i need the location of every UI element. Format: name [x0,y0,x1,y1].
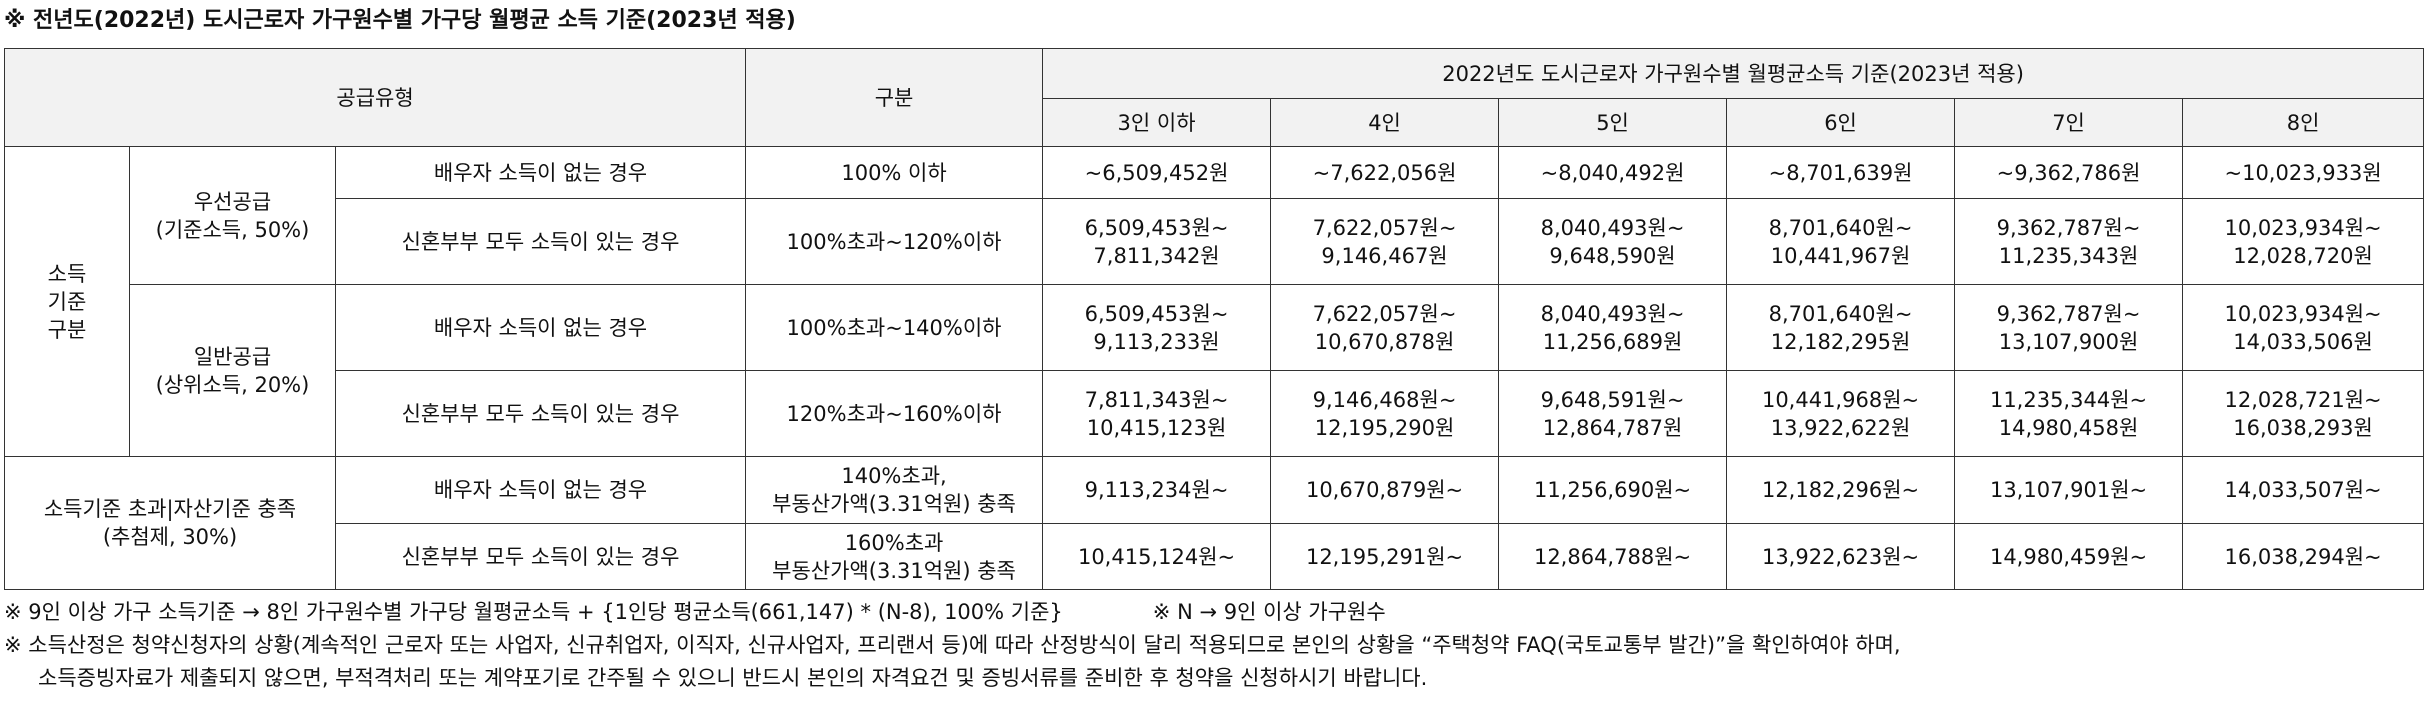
row-income-range: 140%초과, 부동산가액(3.31억원) 충족 [745,456,1044,524]
income-value-cell: 6,509,453원~ 7,811,342원 [1042,198,1272,285]
footnote-income-proof: 소득증빙자료가 제출되지 않으면, 부적격처리 또는 계약포기로 간주될 수 있… [38,666,1428,690]
income-value-cell: ~7,622,056원 [1270,146,1500,199]
income-value-cell: 7,622,057원~ 10,670,878원 [1270,284,1500,371]
table-row: 소득 기준 구분 우선공급 (기준소득, 50%) 배우자 소득이 없는 경우 100% 이… [4,146,2425,457]
income-value-cell: 10,670,879원~ [1270,456,1500,524]
header-size-3: 3인 이하 [1042,98,1272,147]
header-size-6: 6인 [1726,98,1956,147]
income-value-cell: 14,033,507원~ [2182,456,2425,524]
income-value-cell: 10,023,934원~ 14,033,506원 [2182,284,2425,371]
footnote-line-1: ※ 9인 이상 가구 소득기준 → 8인 가구원수별 가구당 월평균소득 + {… [4,596,2424,629]
income-value-cell: 8,040,493원~ 9,648,590원 [1498,198,1728,285]
income-value-cell: 13,922,623원~ [1726,523,1956,590]
header-size-4: 4인 [1270,98,1500,147]
income-value-cell: 9,362,787원~ 13,107,900원 [1954,284,2184,371]
row-condition: 배우자 소득이 없는 경우 [334,146,747,199]
footnotes: ※ 9인 이상 가구 소득기준 → 8인 가구원수별 가구당 월평균소득 + {… [4,596,2424,695]
income-value-cell: 13,107,901원~ [1954,456,2184,524]
table-row: 일반공급 (상위소득, 20%) 배우자 소득이 없는 경우 100%초과~140%이… [5,284,2425,457]
income-value-cell: 12,028,721원~ 16,038,293원 [2182,370,2425,457]
group-priority-supply: 우선공급 (기준소득, 50%) [129,146,336,285]
income-value-cell: 16,038,294원~ [2182,523,2425,590]
row-condition: 신혼부부 모두 소득이 있는 경우 [334,523,747,590]
income-value-cell: 9,362,787원~ 11,235,343원 [1954,198,2184,285]
income-value-cell: 9,146,468원~ 12,195,290원 [1270,370,1500,457]
group-lottery: 소득기준 초과|자산기준 충족 (추첨제, 30%) [4,456,336,590]
footnote-n-definition: ※ N → 9인 이상 가구원수 [1152,600,1386,624]
income-value-cell: 14,980,459원~ [1954,523,2184,590]
income-value-cell: 9,648,591원~ 12,864,787원 [1498,370,1728,457]
income-value-cell: 7,811,343원~ 10,415,123원 [1042,370,1272,457]
income-value-cell: 10,023,934원~ 12,028,720원 [2182,198,2425,285]
income-value-cell: 8,040,493원~ 11,256,689원 [1498,284,1728,371]
income-standard-table: 공급유형 구분 2022년도 도시근로자 가구원수별 월평균소득 기준(2023… [3,48,2425,590]
header-size-8: 8인 [2182,98,2425,147]
income-value-cell: ~8,701,639원 [1726,146,1956,199]
footnote-large-household: ※ 9인 이상 가구 소득기준 → 8인 가구원수별 가구당 월평균소득 + {… [4,600,1063,624]
row-condition: 신혼부부 모두 소득이 있는 경우 [334,198,747,285]
income-value-cell: ~8,040,492원 [1498,146,1728,199]
income-value-cell: 8,701,640원~ 10,441,967원 [1726,198,1956,285]
header-category: 구분 [745,48,1044,147]
income-value-cell: 12,864,788원~ [1498,523,1728,590]
table-row: 신혼부부 모두 소득이 있는 경우 160%초과 부동산가액(3.31억원) 충족 1… [5,523,2425,590]
income-value-cell: 6,509,453원~ 9,113,233원 [1042,284,1272,371]
income-value-cell: ~10,023,933원 [2182,146,2425,199]
table-row: 신혼부부 모두 소득이 있는 경우 100%초과~120%이하 6,509,453원… [5,198,2425,285]
income-value-cell: ~6,509,452원 [1042,146,1272,199]
group-general-supply: 일반공급 (상위소득, 20%) [129,284,336,457]
row-condition: 신혼부부 모두 소득이 있는 경우 [334,370,747,457]
table-row: 소득기준 초과|자산기준 충족 (추첨제, 30%) 배우자 소득이 없는 경우 14… [4,456,2425,590]
footnote-income-calc: ※ 소득산정은 청약신청자의 상황(계속적인 근로자 또는 사업자, 신규취업자… [4,633,1901,657]
income-value-cell: 12,182,296원~ [1726,456,1956,524]
row-income-range: 120%초과~160%이하 [745,370,1044,457]
income-value-cell: ~9,362,786원 [1954,146,2184,199]
row-income-range: 100%초과~120%이하 [745,198,1044,285]
table-row: 신혼부부 모두 소득이 있는 경우 120%초과~160%이하 7,811,343원… [5,370,2425,457]
income-value-cell: 10,441,968원~ 13,922,622원 [1726,370,1956,457]
header-size-5: 5인 [1498,98,1728,147]
income-value-cell: 9,113,234원~ [1042,456,1272,524]
row-income-range: 100%초과~140%이하 [745,284,1044,371]
income-value-cell: 10,415,124원~ [1042,523,1272,590]
income-value-cell: 12,195,291원~ [1270,523,1500,590]
income-value-cell: 11,256,690원~ [1498,456,1728,524]
income-value-cell: 7,622,057원~ 9,146,467원 [1270,198,1500,285]
row-condition: 배우자 소득이 없는 경우 [334,456,747,524]
income-value-cell: 8,701,640원~ 12,182,295원 [1726,284,1956,371]
group-income-basis: 소득 기준 구분 [4,146,130,457]
header-group-title: 2022년도 도시근로자 가구원수별 월평균소득 기준(2023년 적용) [1042,48,2425,99]
row-condition: 배우자 소득이 없는 경우 [334,284,747,371]
page-title: ※ 전년도(2022년) 도시근로자 가구원수별 가구당 월평균 소득 기준(2… [4,8,796,33]
header-supply-type: 공급유형 [3,48,747,147]
row-income-range: 160%초과 부동산가액(3.31억원) 충족 [745,523,1044,590]
income-value-cell: 11,235,344원~ 14,980,458원 [1954,370,2184,457]
row-income-range: 100% 이하 [745,146,1044,199]
header-size-7: 7인 [1954,98,2184,147]
